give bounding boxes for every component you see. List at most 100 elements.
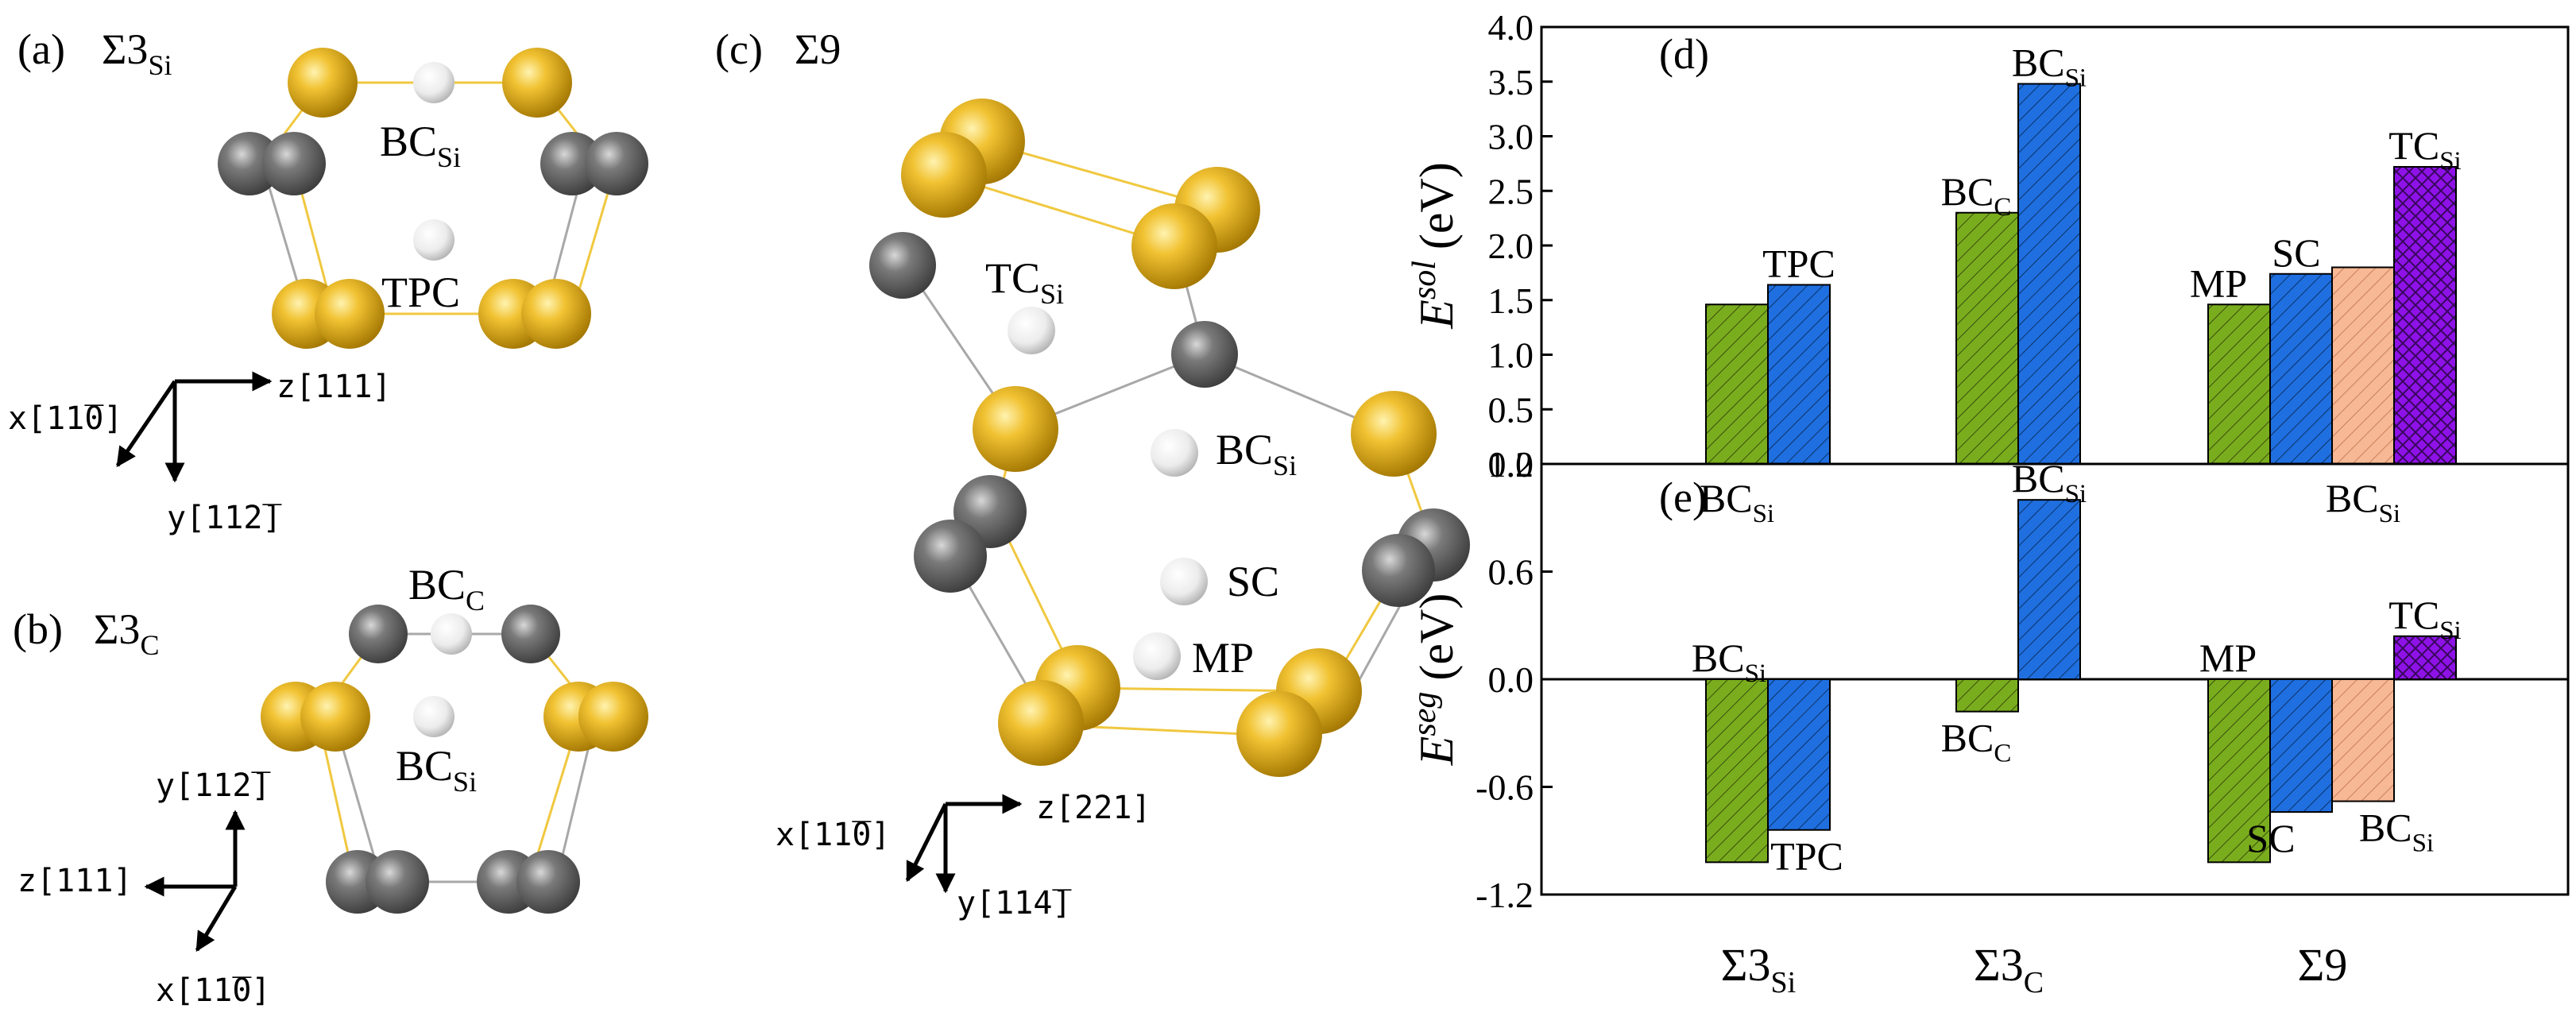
y-tick-label: 0.5 xyxy=(1488,389,1534,430)
bar-label: BCSi xyxy=(2012,456,2087,508)
panel-a-axes xyxy=(115,371,273,483)
si-atom xyxy=(901,132,987,218)
bar-hatch xyxy=(1705,303,1769,465)
mp-site xyxy=(1133,632,1181,680)
c-atom xyxy=(540,132,604,195)
y-tick-label: -0.6 xyxy=(1476,767,1534,808)
bar-label: MP xyxy=(2190,261,2247,305)
panel-c-letter: (c) xyxy=(715,25,763,73)
x-group-label: Σ3Si xyxy=(1721,939,1796,999)
panel-b-bonds xyxy=(316,632,598,883)
c-atom xyxy=(218,132,281,195)
si-atom xyxy=(502,48,572,118)
c-atom xyxy=(1171,321,1238,388)
site-label: BCC xyxy=(408,561,485,616)
bar-label: BCC xyxy=(1941,716,2012,768)
axis-y-label: y[114̅] xyxy=(957,885,1072,922)
y-tick-label: 0.0 xyxy=(1488,444,1534,485)
y-tick-label: 4.0 xyxy=(1488,7,1534,48)
panel-c-title: Σ9 xyxy=(795,25,841,73)
c-atom xyxy=(262,132,326,195)
x-group-labels: Σ3Si Σ3C Σ9 xyxy=(1721,939,2348,999)
y-tick-label: 2.5 xyxy=(1488,171,1534,211)
axis-z-label: z[111] xyxy=(17,863,133,899)
x-group-label: Σ9 xyxy=(2298,939,2348,991)
bar-hatch xyxy=(2393,166,2457,465)
site-label: MP xyxy=(1192,634,1254,682)
y-tick-label: 1.5 xyxy=(1488,280,1534,321)
bar-hatch xyxy=(1767,678,1831,831)
si-atom xyxy=(315,279,385,349)
bar-hatch xyxy=(1705,678,1769,864)
si-atom xyxy=(998,680,1084,766)
panel-b-axes xyxy=(144,810,246,953)
site-label: BCSi xyxy=(1216,426,1297,481)
bar-hatch xyxy=(2017,83,2081,465)
chart-d: (d) 0.0 0.5 1.0 1.5 2.0 2.5 3.0 3.5 4.0 BCSi TPC BC… xyxy=(1406,7,2570,528)
chart-e: (e) -1.2 -0.6 0.0 0.6 1.2 BCSi TPC BCC BCSi MP SC B… xyxy=(1406,444,2570,915)
si-atom xyxy=(521,279,591,349)
axis-y-label: y[112̅] xyxy=(167,500,282,536)
y-tick-label: 0.6 xyxy=(1488,552,1534,593)
bar-hatch xyxy=(2269,678,2333,814)
si-atom xyxy=(1131,203,1217,289)
axis-x-label: x[11̅0] xyxy=(776,817,891,853)
panel-b-title: Σ3C xyxy=(94,605,159,661)
panel-c-axes xyxy=(905,794,1023,894)
panel-a-letter: (a) xyxy=(17,25,65,73)
bar-hatch xyxy=(2393,635,2457,680)
c-atom xyxy=(516,850,580,914)
y-tick-label: -1.2 xyxy=(1476,875,1534,915)
axis-x-label: x[11̅0] xyxy=(156,972,271,1009)
x-group-label: Σ3C xyxy=(1974,939,2044,999)
panel-e-letter: (e) xyxy=(1659,473,1707,521)
site-label: BCSi xyxy=(380,118,461,173)
bar-hatch xyxy=(2207,303,2271,465)
bar-label: BCSi xyxy=(2326,476,2400,528)
panel-b-atoms xyxy=(261,605,648,914)
axis-y-label: y[112̅] xyxy=(156,767,271,804)
y-tick-label: 1.2 xyxy=(1488,444,1534,485)
panel-a-atoms xyxy=(218,48,648,349)
si-atom xyxy=(288,48,358,118)
c-atom xyxy=(349,605,408,663)
si-atom xyxy=(1351,391,1437,477)
bar-hatch xyxy=(2331,266,2395,465)
bar-hatch xyxy=(2017,499,2081,681)
bar-label: TPC xyxy=(1770,834,1843,879)
bar-label: TCSi xyxy=(2388,593,2461,645)
panel-b: (b) Σ3C BCC BCSi xyxy=(13,561,648,1009)
bar-label: MP xyxy=(2199,636,2257,680)
tc-si-site xyxy=(1008,307,1055,354)
axis-z-label: z[111] xyxy=(277,369,392,405)
si-atom xyxy=(578,682,648,752)
bar-label: TPC xyxy=(1762,242,1835,286)
c-atom xyxy=(914,520,987,593)
panel-c: (c) Σ9 xyxy=(715,25,1470,922)
bc-si-site xyxy=(413,696,454,737)
site-label: SC xyxy=(1227,558,1279,605)
si-atom xyxy=(1236,691,1322,777)
si-atom xyxy=(973,386,1058,472)
y-tick-label: 3.5 xyxy=(1488,62,1534,102)
y-tick-label: 3.0 xyxy=(1488,117,1534,157)
bc-c-site xyxy=(431,613,472,655)
bar-hatch xyxy=(1767,284,1831,465)
bar-label: TCSi xyxy=(2388,123,2461,176)
sc-site xyxy=(1160,558,1208,605)
panel-d-letter: (d) xyxy=(1659,30,1709,78)
y-axis-title: Eseg(eV) xyxy=(1406,593,1463,767)
y-tick-label: 1.0 xyxy=(1488,335,1534,376)
bc-si-site xyxy=(413,62,454,103)
panel-a: (a) Σ3Si BCSi TPC xyxy=(8,25,648,536)
axis-z-label: z[221] xyxy=(1036,790,1151,826)
bar-label: BCSi xyxy=(1692,636,1766,688)
c-atom xyxy=(585,132,648,195)
site-label: TCSi xyxy=(985,254,1064,310)
bar-hatch xyxy=(1955,211,2019,465)
bar-label: BCSi xyxy=(1700,476,1774,528)
bar-label: BCSi xyxy=(2012,41,2087,93)
y-tick-label: 2.0 xyxy=(1488,226,1534,266)
c-atom xyxy=(501,605,560,663)
